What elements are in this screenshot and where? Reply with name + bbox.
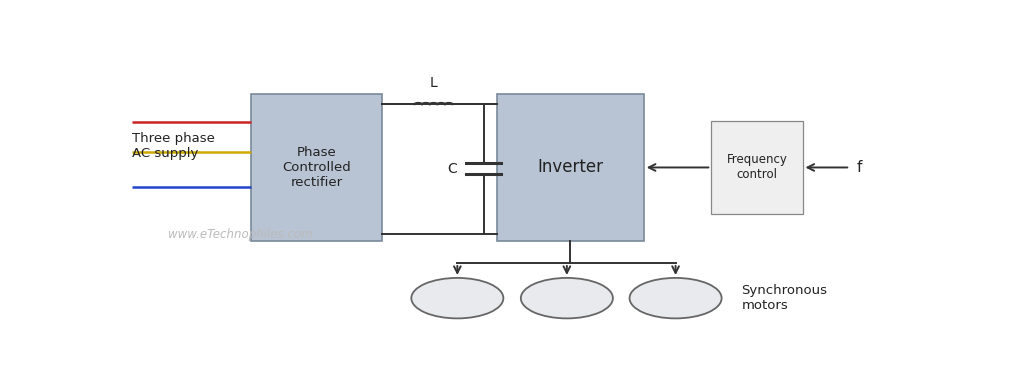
Bar — [251, 95, 382, 241]
Text: Three phase
AC supply: Three phase AC supply — [132, 132, 215, 160]
Text: f: f — [856, 160, 862, 175]
Text: Synchronous
motors: Synchronous motors — [741, 284, 827, 312]
Text: www.eTechnophiles.com: www.eTechnophiles.com — [168, 228, 312, 241]
Text: Frequency
control: Frequency control — [726, 153, 787, 181]
Text: L: L — [430, 76, 437, 90]
Text: C: C — [446, 162, 457, 176]
Ellipse shape — [630, 278, 722, 318]
Text: Inverter: Inverter — [538, 158, 603, 176]
Bar — [497, 95, 644, 241]
Text: Phase
Controlled
rectifier: Phase Controlled rectifier — [282, 146, 351, 189]
Bar — [712, 121, 803, 214]
Ellipse shape — [412, 278, 504, 318]
Ellipse shape — [521, 278, 613, 318]
